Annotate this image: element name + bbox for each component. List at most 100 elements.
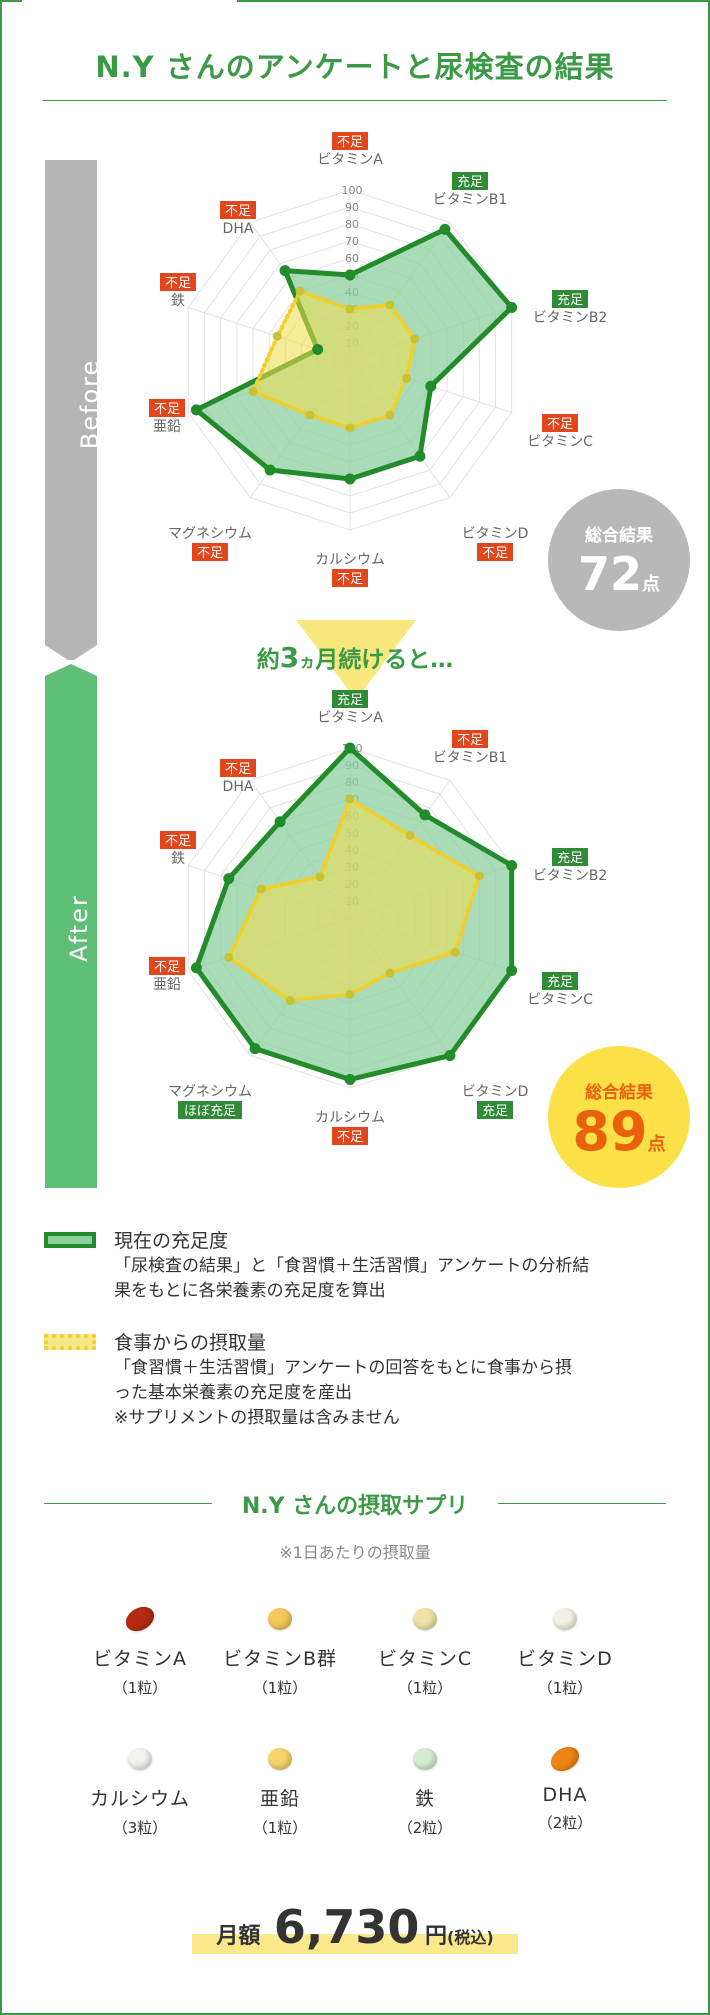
status-tag-bg	[160, 273, 196, 291]
status-tag-bg	[332, 132, 368, 150]
current-point-vitamin-b2	[506, 859, 518, 871]
status-tag-bg	[542, 972, 578, 990]
status-tag-calcium: 不足	[332, 1127, 368, 1145]
legend-current-desc: 「尿検査の結果」と「食習慣＋生活習慣」アンケートの分析結 果をもとに各栄養素の充…	[114, 1256, 590, 1301]
status-tag-iron: 不足	[160, 831, 196, 849]
status-tag-bg	[452, 172, 488, 190]
section-line-left	[44, 1503, 212, 1504]
price-value: 6,730	[273, 1900, 420, 1954]
status-tag-bg	[332, 1127, 368, 1145]
status-tag-text: 不足	[337, 135, 363, 150]
legend-current-swatch	[44, 1232, 96, 1248]
status-tag-text: 充足	[482, 1103, 508, 1119]
supplements-note: ※1日あたりの摂取量	[279, 1543, 431, 1562]
supplement-item: 亜鉛 （1粒）	[205, 1748, 355, 1838]
status-tag-text: 充足	[457, 174, 483, 190]
price-highlight	[192, 1934, 518, 1954]
status-tag-bg	[220, 759, 256, 777]
current-point-magnesium	[249, 1043, 261, 1055]
current-point-magnesium	[264, 464, 276, 476]
food-point-magnesium	[305, 410, 315, 420]
supplement-pill-icon	[546, 1741, 584, 1777]
food-point-vitamin-d	[385, 410, 395, 420]
status-tag-text: 不足	[457, 733, 483, 748]
supplement-item: DHA （2粒）	[490, 1741, 640, 1833]
current-point-vitamin-b1	[439, 223, 451, 235]
supplement-name: 鉄	[414, 1788, 435, 1810]
status-tag-bg	[192, 543, 228, 561]
price-unit: 円	[425, 1924, 448, 1949]
status-tag-text: 充足	[547, 974, 573, 990]
status-tag-bg	[552, 290, 588, 308]
status-tag-bg	[552, 848, 588, 866]
category-label-magnesium: マグネシウム	[168, 1084, 252, 1100]
status-tag-bg	[332, 690, 368, 708]
status-tag-vitamin-b2: 充足	[552, 290, 588, 308]
status-tag-text: 不足	[225, 204, 251, 219]
supplement-name: DHA	[542, 1784, 588, 1806]
current-point-iron	[312, 343, 324, 355]
food-point-zinc	[248, 387, 258, 397]
legend-food-desc: 「食習慣＋生活習慣」アンケートの回答をもとに食事から摂 った基本栄養素の充足度を…	[114, 1358, 572, 1428]
tick-label: 60	[345, 252, 359, 265]
frame-gap	[22, 0, 237, 4]
status-tag-iron: 不足	[160, 273, 196, 291]
status-tag-vitamin-a: 充足	[332, 690, 368, 708]
supplement-name: ビタミンD	[517, 1648, 613, 1670]
current-point-calcium	[344, 473, 356, 485]
food-point-dha	[315, 872, 325, 882]
legend-current: 現在の充足度 「尿検査の結果」と「食習慣＋生活習慣」アンケートの分析結 果をもと…	[44, 1228, 674, 1301]
before-band: Before	[45, 160, 104, 660]
supplement-quantity: （1粒）	[252, 1819, 308, 1837]
status-tag-text: 充足	[557, 292, 583, 308]
status-tag-text: 充足	[557, 850, 583, 866]
radar-chart-after: 102030405060708090100ビタミンA充足ビタミンB1不足ビタミン…	[149, 690, 607, 1145]
section-line-right	[498, 1503, 666, 1504]
price-label: 月額	[216, 1924, 261, 1949]
transition-text: 約3ヵ月続けると…	[256, 641, 454, 674]
category-label-zinc: 亜鉛	[153, 977, 181, 993]
current-point-zinc	[190, 962, 202, 974]
status-tag-bg	[178, 1101, 242, 1119]
food-point-vitamin-b1	[405, 830, 415, 840]
current-point-vitamin-a	[344, 269, 356, 281]
current-point-vitamin-c	[506, 965, 518, 977]
category-label-vitamin-b1: ビタミンB1	[433, 750, 508, 766]
status-tag-magnesium: ほぼ充足	[178, 1101, 242, 1119]
radar-charts: 102030405060708090100ビタミンA不足ビタミンB1充足ビタミン…	[149, 132, 607, 1145]
status-tag-bg	[160, 831, 196, 849]
food-point-iron	[272, 331, 282, 341]
before-total-label: 総合結果	[585, 526, 653, 546]
supplement-pill-icon	[413, 1608, 437, 1630]
supplement-quantity: （1粒）	[252, 1679, 308, 1697]
category-label-calcium: カルシウム	[315, 552, 385, 568]
status-tag-text: 不足	[165, 834, 191, 849]
status-tag-vitamin-a: 不足	[332, 132, 368, 150]
supplement-quantity: （2粒）	[537, 1814, 593, 1832]
supplement-quantity: （3粒）	[112, 1819, 168, 1837]
supplement-item: ビタミンC （1粒）	[350, 1608, 500, 1698]
supplement-item: カルシウム （3粒）	[65, 1748, 215, 1838]
before-total-unit: 点	[642, 574, 660, 595]
tick-label: 90	[345, 201, 359, 214]
category-label-vitamin-b2: ビタミンB2	[533, 868, 608, 884]
supplement-item: ビタミンA （1粒）	[65, 1601, 215, 1698]
food-point-vitamin-c	[402, 373, 412, 383]
status-tag-text: 充足	[337, 692, 363, 708]
status-tag-dha: 不足	[220, 201, 256, 219]
tick-label: 100	[342, 184, 363, 197]
down-arrow	[296, 620, 416, 700]
price-tax: (税込)	[447, 1928, 494, 1947]
title-divider	[43, 100, 667, 101]
after-band: After	[45, 664, 97, 1188]
supplement-quantity: （2粒）	[397, 1819, 453, 1837]
category-label-vitamin-d: ビタミンD	[462, 1084, 529, 1100]
status-tag-text: 不足	[154, 402, 180, 417]
supplement-name: ビタミンC	[377, 1648, 473, 1670]
supplement-item: ビタミンB群 （1粒）	[205, 1608, 355, 1698]
status-tag-vitamin-b2: 充足	[552, 848, 588, 866]
after-band-shape	[45, 664, 97, 1188]
current-point-zinc	[190, 404, 202, 416]
status-tag-dha: 不足	[220, 759, 256, 777]
supplement-name: ビタミンB群	[222, 1648, 338, 1670]
